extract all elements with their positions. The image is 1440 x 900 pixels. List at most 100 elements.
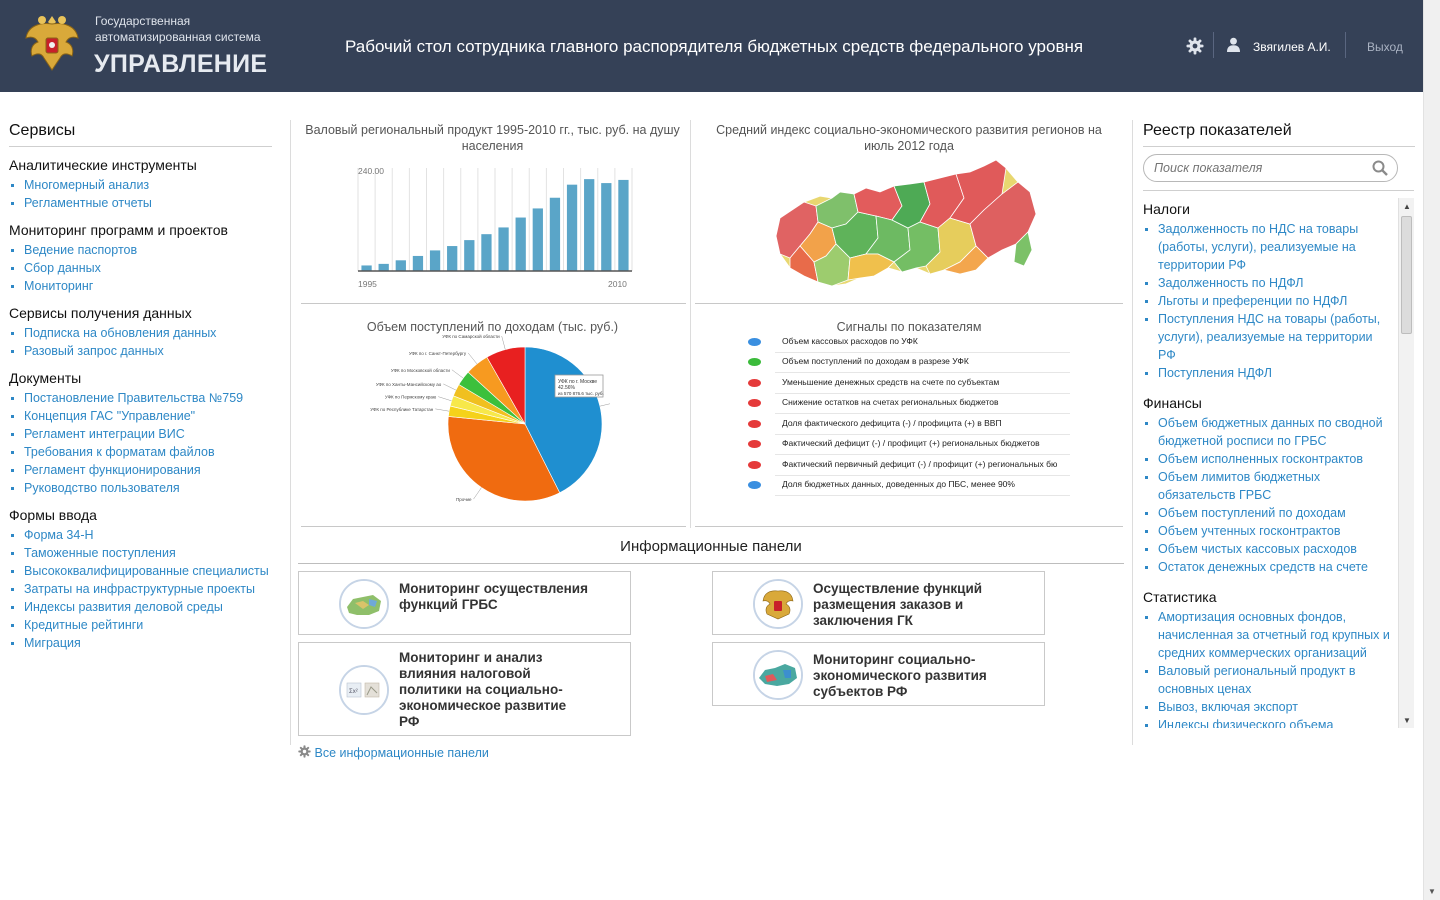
info-panel-card[interactable]: Мониторинг социально-экономического разв… [712, 642, 1045, 706]
list-item-link[interactable]: Постановление Правительства №759 [24, 391, 244, 405]
list-item-link[interactable]: Сбор данных [24, 261, 101, 275]
bar[interactable] [395, 260, 406, 271]
signal-row[interactable]: Доля фактического дефицита (-) / профици… [745, 415, 1070, 435]
list-item[interactable]: Многомерный анализ [9, 176, 272, 194]
bar[interactable] [532, 208, 543, 271]
signal-row[interactable]: Объем кассовых расходов по УФК [745, 333, 1070, 353]
list-item-link[interactable]: Требования к форматам файлов [24, 445, 215, 459]
list-item[interactable]: Регламент функционирования [9, 461, 272, 479]
all-panels-link[interactable]: Все информационные панели [298, 745, 489, 760]
list-item-link[interactable]: Высококвалифицированные специалисты [24, 564, 269, 578]
grp-bar-chart[interactable]: 240.00 1995 2010 [350, 158, 635, 293]
list-item[interactable]: Задолженность по НДС на товары (работы, … [1143, 220, 1393, 274]
list-item[interactable]: Таможенные поступления [9, 544, 272, 562]
list-item[interactable]: Задолженность по НДФЛ [1143, 274, 1393, 292]
registry-scrollbar[interactable]: ▲ ▼ [1398, 198, 1414, 728]
bar[interactable] [566, 184, 578, 271]
list-item[interactable]: Подписка на обновления данных [9, 324, 272, 342]
list-item[interactable]: Мониторинг [9, 277, 272, 295]
revenue-pie-chart[interactable]: УФК по г. Москве Прочие УФК по Республике … [370, 332, 610, 520]
list-item-link[interactable]: Миграция [24, 636, 81, 650]
list-item-link[interactable]: Индексы физического объема [1158, 718, 1334, 728]
list-item-link[interactable]: Форма 34-Н [24, 528, 94, 542]
signal-row[interactable]: Снижение остатков на счетах региональных… [745, 394, 1070, 414]
list-item[interactable]: Индексы физического объема [1143, 716, 1393, 728]
scrollbar-thumb[interactable] [1401, 216, 1412, 334]
list-item-link[interactable]: Регламентные отчеты [24, 196, 152, 210]
list-item-link[interactable]: Ведение паспортов [24, 243, 138, 257]
bar[interactable] [515, 217, 526, 271]
signal-row[interactable]: Доля бюджетных данных, доведенных до ПБС… [745, 476, 1070, 496]
list-item-link[interactable]: Остаток денежных средств на счете [1158, 560, 1368, 574]
bar[interactable] [549, 197, 561, 271]
list-item-link[interactable]: Индексы развития деловой среды [24, 600, 223, 614]
scroll-down-arrow-icon[interactable]: ▼ [1428, 887, 1436, 896]
list-item[interactable]: Миграция [9, 634, 272, 652]
bar[interactable] [361, 265, 372, 271]
pie-slice[interactable] [486, 346, 526, 426]
list-item-link[interactable]: Поступления НДС на товары (работы, услуг… [1158, 312, 1381, 362]
scroll-up-arrow-icon[interactable]: ▲ [1403, 202, 1411, 211]
list-item[interactable]: Объем бюджетных данных по сводной бюджет… [1143, 414, 1393, 450]
list-item[interactable]: Регламент интеграции ВИС [9, 425, 272, 443]
user-name[interactable]: Звягилев А.И. [1253, 40, 1331, 54]
list-item[interactable]: Затраты на инфраструктурные проекты [9, 580, 272, 598]
bar[interactable] [498, 227, 509, 271]
list-item[interactable]: Объем исполненных госконтрактов [1143, 450, 1393, 468]
list-item[interactable]: Вывоз, включая экспорт [1143, 698, 1393, 716]
list-item[interactable]: Требования к форматам файлов [9, 443, 272, 461]
signal-row[interactable]: Объем поступлений по доходам в разрезе У… [745, 353, 1070, 373]
bar[interactable] [618, 179, 629, 271]
list-item[interactable]: Амортизация основных фондов, начисленная… [1143, 608, 1393, 662]
list-item-link[interactable]: Концепция ГАС "Управление" [24, 409, 196, 423]
list-item[interactable]: Кредитные рейтинги [9, 616, 272, 634]
list-item-link[interactable]: Объем лимитов бюджетных обязательств ГРБ… [1158, 470, 1321, 502]
info-panel-card[interactable]: Осуществление функций размещения заказов… [712, 571, 1045, 635]
logout-link[interactable]: Выход [1367, 40, 1403, 54]
russia-regions-map[interactable] [770, 158, 1045, 290]
list-item-link[interactable]: Объем чистых кассовых расходов [1158, 542, 1357, 556]
search-input[interactable] [1154, 161, 1364, 175]
list-item[interactable]: Руководство пользователя [9, 479, 272, 497]
list-item-link[interactable]: Объем поступлений по доходам [1158, 506, 1346, 520]
info-panel-card[interactable]: Мониторинг осуществления функций ГРБС [298, 571, 631, 635]
bar[interactable] [378, 263, 389, 271]
list-item[interactable]: Постановление Правительства №759 [9, 389, 272, 407]
list-item-link[interactable]: Объем учтенных госконтрактов [1158, 524, 1341, 538]
signal-row[interactable]: Фактический первичный дефицит (-) / проф… [745, 456, 1070, 476]
list-item-link[interactable]: Регламент функционирования [24, 463, 201, 477]
bar[interactable] [481, 234, 492, 271]
bar[interactable] [464, 240, 475, 271]
info-panel-card[interactable]: Σx² Мониторинг и анализ влияния налогово… [298, 642, 631, 736]
all-panels-label[interactable]: Все информационные панели [314, 746, 489, 760]
list-item[interactable]: Разовый запрос данных [9, 342, 272, 360]
scroll-down-arrow-icon[interactable]: ▼ [1403, 716, 1411, 725]
bar[interactable] [584, 179, 595, 271]
list-item-link[interactable]: Таможенные поступления [24, 546, 176, 560]
list-item[interactable]: Высококвалифицированные специалисты [9, 562, 272, 580]
pie-slice[interactable] [447, 416, 561, 502]
list-item-link[interactable]: Многомерный анализ [24, 178, 150, 192]
list-item-link[interactable]: Регламент интеграции ВИС [24, 427, 185, 441]
gear-icon[interactable] [1186, 37, 1204, 55]
list-item-link[interactable]: Руководство пользователя [24, 481, 180, 495]
bar[interactable] [447, 246, 458, 271]
search-icon[interactable] [1372, 160, 1388, 176]
list-item-link[interactable]: Мониторинг [24, 279, 94, 293]
list-item[interactable]: Сбор данных [9, 259, 272, 277]
bar[interactable] [601, 183, 612, 271]
signal-row[interactable]: Фактический дефицит (-) / профицит (+) р… [745, 435, 1070, 455]
list-item[interactable]: Валовый региональный продукт в основных … [1143, 662, 1393, 698]
list-item-link[interactable]: Вывоз, включая экспорт [1158, 700, 1299, 714]
list-item-link[interactable]: Задолженность по НДС на товары (работы, … [1158, 222, 1359, 272]
list-item-link[interactable]: Поступления НДФЛ [1158, 366, 1272, 380]
list-item[interactable]: Форма 34-Н [9, 526, 272, 544]
list-item-link[interactable]: Льготы и преференции по НДФЛ [1158, 294, 1348, 308]
bar[interactable] [429, 250, 441, 271]
list-item[interactable]: Объем учтенных госконтрактов [1143, 522, 1393, 540]
list-item-link[interactable]: Кредитные рейтинги [24, 618, 144, 632]
list-item-link[interactable]: Объем исполненных госконтрактов [1158, 452, 1364, 466]
list-item[interactable]: Концепция ГАС "Управление" [9, 407, 272, 425]
list-item[interactable]: Объем чистых кассовых расходов [1143, 540, 1393, 558]
signal-row[interactable]: Уменьшение денежных средств на счете по … [745, 374, 1070, 394]
